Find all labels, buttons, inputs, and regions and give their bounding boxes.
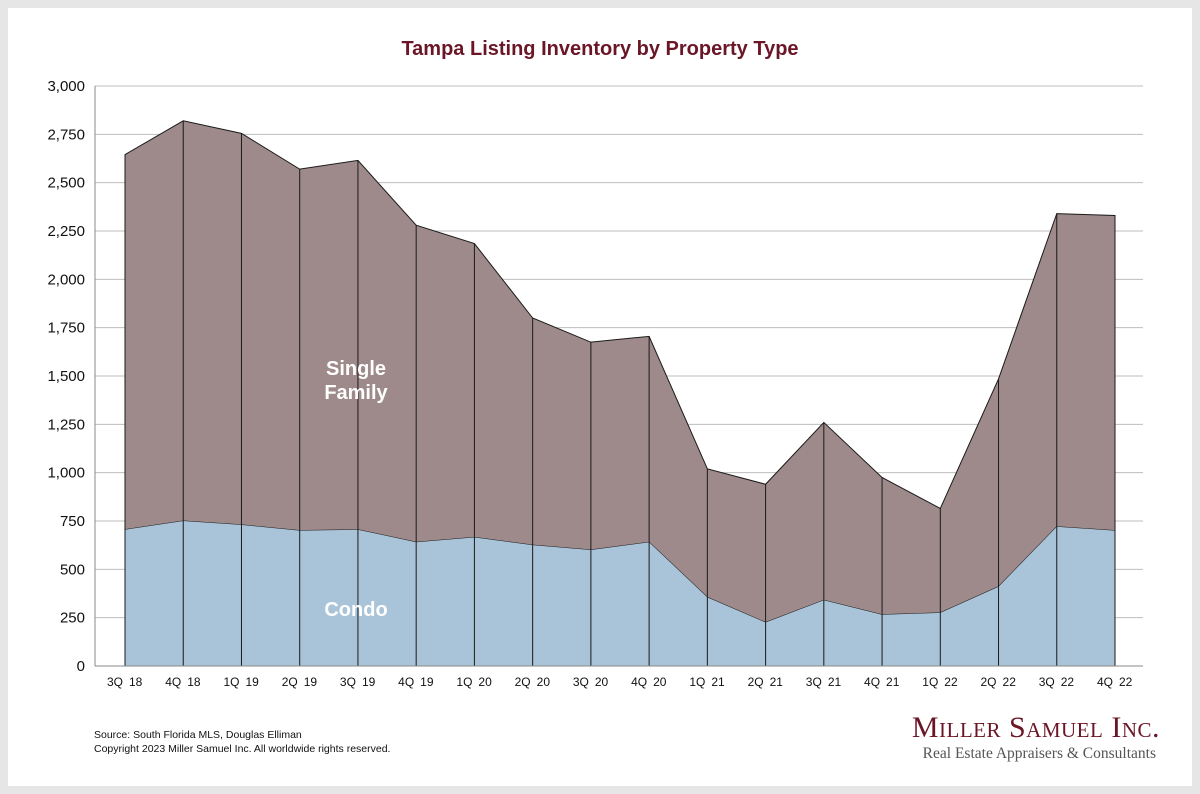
y-tick-label: 1,500 — [47, 368, 85, 385]
brand-tagline: Real Estate Appraisers & Consultants — [922, 745, 1156, 762]
series-area-condo — [125, 521, 1115, 666]
x-tick-label-year: 19 — [304, 675, 318, 689]
y-tick-label: 2,250 — [47, 223, 85, 240]
y-tick-label: 1,250 — [47, 416, 85, 433]
x-tick-label-quarter: 3Q — [340, 675, 356, 689]
x-tick-label-quarter: 4Q — [864, 675, 880, 689]
y-tick-label: 2,500 — [47, 175, 85, 192]
x-tick-label-year: 18 — [187, 675, 201, 689]
y-tick-label: 2,000 — [47, 271, 85, 288]
source-note: Source: South Florida MLS, Douglas Ellim… — [94, 729, 302, 741]
x-tick-label-quarter: 4Q — [1097, 675, 1113, 689]
x-tick-label-year: 19 — [245, 675, 259, 689]
x-tick-label-quarter: 4Q — [165, 675, 181, 689]
x-tick-label-year: 19 — [420, 675, 434, 689]
y-tick-label: 2,750 — [47, 126, 85, 143]
chart-frame: Tampa Listing Inventory by Property Type… — [8, 8, 1192, 786]
x-tick-labels: 3Q 18 4Q 18 1Q 19 2Q 19 3Q 19 4Q 19 1Q 20 2Q 20 3Q 20 4Q 20… — [107, 675, 1133, 689]
x-tick-label-year: 20 — [595, 675, 609, 689]
x-tick-label-year: 18 — [129, 675, 143, 689]
x-tick-label-year: 20 — [537, 675, 551, 689]
x-tick-label-quarter: 3Q — [107, 675, 123, 689]
y-tick-label: 1,000 — [47, 465, 85, 482]
x-tick-label-year: 21 — [711, 675, 725, 689]
x-tick-label-quarter: 1Q — [689, 675, 705, 689]
x-tick-label-quarter: 3Q — [806, 675, 822, 689]
x-tick-label-quarter: 3Q — [573, 675, 589, 689]
x-tick-label-quarter: 4Q — [398, 675, 414, 689]
x-tick-label-year: 22 — [1061, 675, 1075, 689]
x-tick-label-quarter: 4Q — [631, 675, 647, 689]
x-tick-label-year: 22 — [1119, 675, 1133, 689]
chart-title: Tampa Listing Inventory by Property Type — [401, 38, 799, 60]
x-tick-label-year: 21 — [770, 675, 784, 689]
category-dividers — [124, 120, 1116, 666]
y-tick-label: 500 — [60, 561, 85, 578]
x-tick-label-quarter: 1Q — [922, 675, 938, 689]
area-label-single-family: Family — [324, 382, 388, 404]
y-tick-label: 3,000 — [47, 78, 85, 95]
y-tick-label: 750 — [60, 513, 85, 530]
x-tick-label-quarter: 1Q — [223, 675, 239, 689]
x-tick-label-year: 21 — [828, 675, 842, 689]
area-chart: 0 250 500 750 1,000 1,250 1,500 1,750 2,000 2,250… — [47, 78, 1143, 689]
area-label-single-family: Single — [326, 358, 386, 380]
y-tick-label: 1,750 — [47, 320, 85, 337]
y-tick-label: 0 — [77, 658, 85, 675]
x-tick-label-quarter: 2Q — [981, 675, 997, 689]
x-tick-label-year: 20 — [653, 675, 667, 689]
x-tick-label-year: 22 — [944, 675, 958, 689]
copyright-note: Copyright 2023 Miller Samuel Inc. All wo… — [94, 743, 391, 755]
x-tick-label-year: 22 — [1003, 675, 1017, 689]
area-series — [124, 120, 1116, 666]
area-label-condo: Condo — [324, 599, 387, 621]
y-tick-labels: 0 250 500 750 1,000 1,250 1,500 1,750 2,000 2,250… — [47, 78, 85, 675]
x-tick-label-year: 21 — [886, 675, 900, 689]
x-tick-label-year: 19 — [362, 675, 376, 689]
y-tick-label: 250 — [60, 610, 85, 627]
x-tick-label-quarter: 2Q — [515, 675, 531, 689]
x-tick-label-quarter: 3Q — [1039, 675, 1055, 689]
brand-logo-name: Miller Samuel Inc. — [911, 711, 1160, 744]
x-tick-label-year: 20 — [478, 675, 492, 689]
x-tick-label-quarter: 2Q — [748, 675, 764, 689]
x-tick-label-quarter: 2Q — [282, 675, 298, 689]
x-tick-label-quarter: 1Q — [456, 675, 472, 689]
axes — [94, 86, 1143, 667]
